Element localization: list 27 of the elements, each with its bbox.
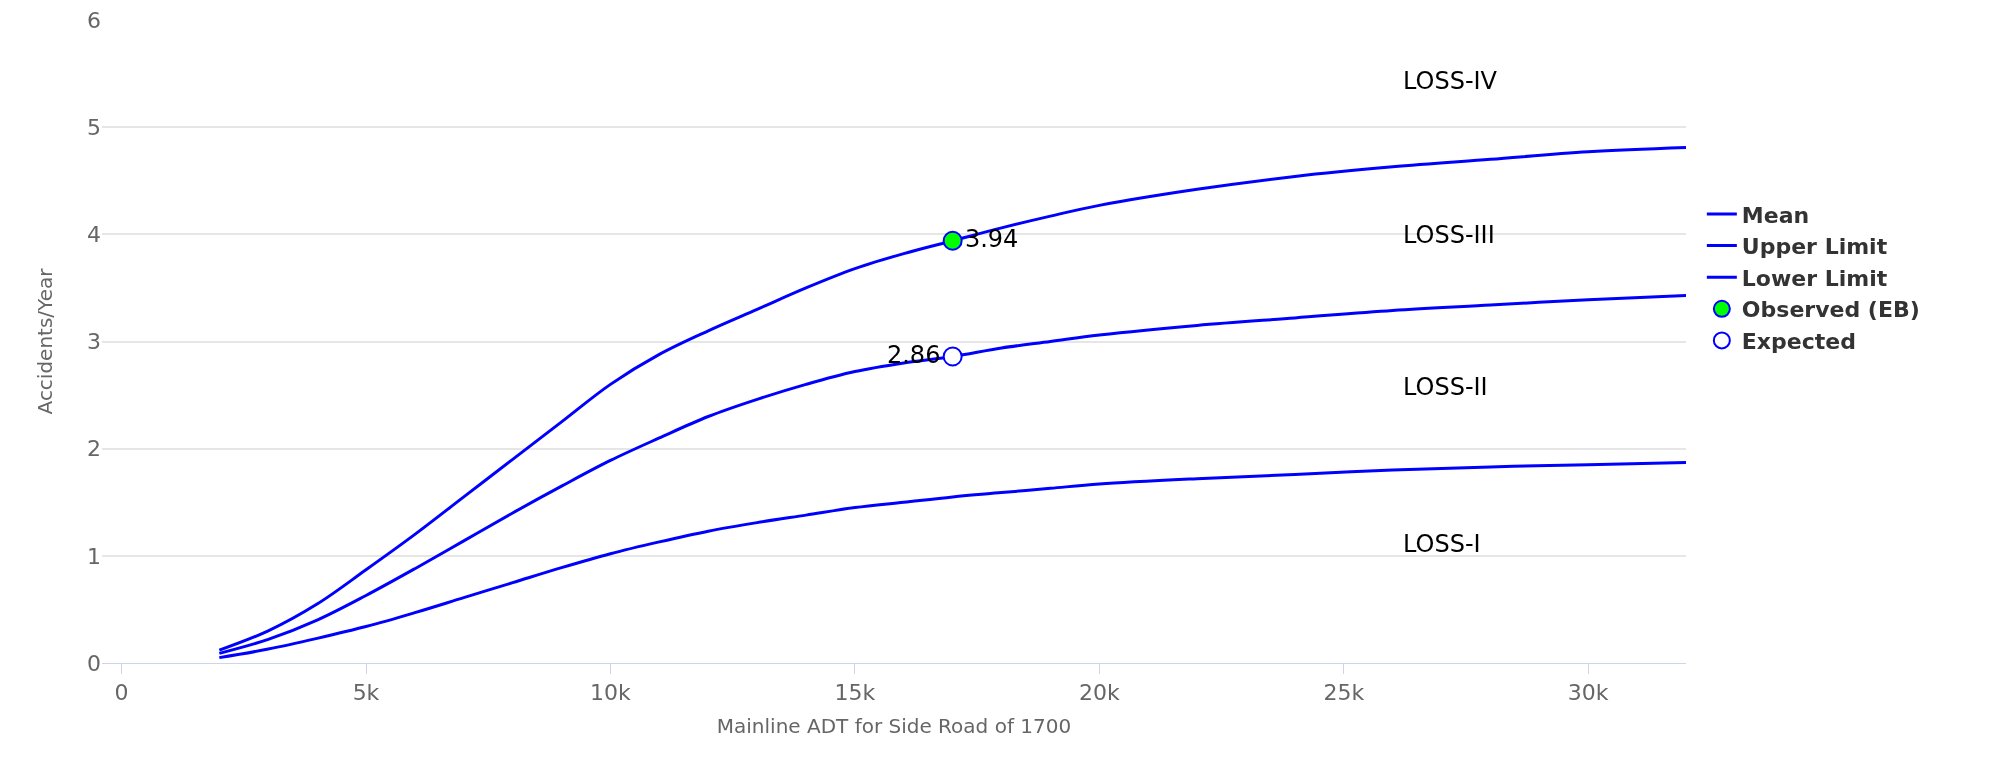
legend-label: Lower Limit	[1741, 265, 1888, 291]
y-tick-label: 5	[87, 114, 101, 140]
legend-label: Upper Limit	[1741, 234, 1888, 260]
y-tick-label: 0	[87, 650, 101, 676]
x-tick-label: 20k	[1078, 680, 1120, 706]
x-axis-title: Mainline ADT for Side Road of 1700	[716, 714, 1072, 738]
x-tick-label: 15k	[834, 680, 876, 706]
x-tick-label: 25k	[1323, 680, 1365, 706]
y-tick-label: 4	[87, 222, 101, 248]
annotation: LOSS-I	[1403, 530, 1481, 558]
y-axis-title: Accidents/Year	[33, 267, 57, 415]
y-tick-label: 1	[87, 543, 101, 569]
data-label: 2.86	[886, 340, 941, 369]
legend-label: Mean	[1741, 202, 1810, 228]
y-tick-label: 3	[87, 329, 101, 355]
x-tick-label: 30k	[1567, 680, 1609, 706]
legend-label: Expected	[1741, 328, 1856, 354]
annotation: LOSS-IV	[1403, 67, 1498, 95]
data-label: 3.94	[964, 224, 1019, 253]
x-tick-label: 10k	[590, 680, 632, 706]
annotation: LOSS-II	[1403, 373, 1488, 401]
y-tick-label: 6	[87, 7, 101, 33]
y-tick-label: 2	[87, 436, 101, 462]
legend-label: Observed (EB)	[1741, 297, 1920, 323]
x-tick-label: 5k	[352, 680, 380, 706]
x-tick-label: 0	[114, 680, 129, 706]
annotation: LOSS-III	[1403, 221, 1495, 249]
